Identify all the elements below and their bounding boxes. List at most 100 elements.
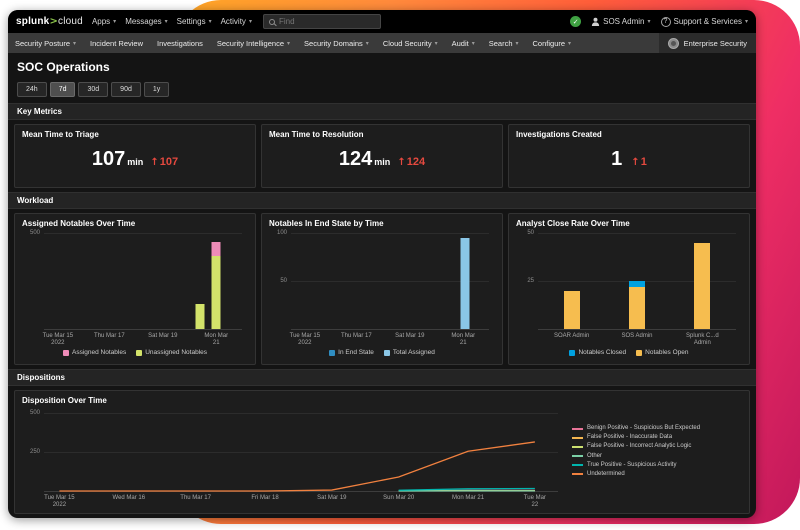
time-range-30d[interactable]: 30d [78,82,109,97]
x-axis-label: Sat Mar 19 [317,495,347,501]
nav-item-security-posture[interactable]: Security Posture ▾ [8,33,83,53]
user-menu[interactable]: SOS Admin ▾ [591,17,651,26]
legend-item-total-assigned: Total Assigned [383,349,435,356]
nav-item-security-domains[interactable]: Security Domains ▾ [297,33,376,53]
legend-item-other: Other [572,453,738,460]
x-axis-label: Thu Mar 17 [340,333,372,339]
health-status-icon[interactable]: ✓ [570,16,582,27]
topbar-menu-settings[interactable]: Settings ▾ [177,17,212,26]
panel-title: Notables In End State by Time [269,219,384,228]
up-arrow-icon: ↑ [397,157,406,168]
nav-item-incident-review[interactable]: Incident Review [83,33,150,53]
nav-item-label: Cloud Security [382,38,432,48]
splunk-dashboard-window: splunk>cloud Apps ▾ Messages ▾ Settings ▾ Acti… [8,10,756,518]
panel-title: Disposition Over Time [22,396,107,405]
time-range-90d[interactable]: 90d [111,82,141,97]
line-chart-area: 500 250 Tue Mar 15 2022 Wed Mar 16 Thu Mar … [22,405,564,508]
chevron-down-icon: ▾ [287,39,291,47]
gridline [44,452,558,454]
topbar-menu-activity[interactable]: Activity ▾ [221,17,252,26]
x-axis-label: SOS Admin [621,333,653,339]
nav-item-configure[interactable]: Configure ▾ [526,33,579,53]
bar-chart: 50 25 SOAR Admin SOS Admin Splunk C...d Adm… [516,228,742,359]
x-axis-label: Thu Mar 17 [93,333,125,339]
legend-label: False Positive - Inaccurate Data [587,434,673,441]
panel-title: Mean Time to Resolution [269,130,364,139]
chart-legend: Notables Closed Notables Open [516,346,742,359]
nav-item-audit[interactable]: Audit ▾ [445,33,482,53]
enterprise-security-label: Enterprise Security [683,38,747,48]
bar [629,233,645,329]
gridline [291,281,489,282]
legend-swatch [136,349,143,356]
support-menu[interactable]: ? Support & Services ▾ [660,16,748,27]
legend-swatch [63,349,69,356]
find-search[interactable] [262,14,381,29]
topbar-right: ✓ SOS Admin ▾ ? Support & Services ▾ [570,16,748,27]
up-arrow-icon: ↑ [150,157,159,168]
chevron-down-icon: ▾ [434,39,438,47]
nav-item-cloud-security[interactable]: Cloud Security ▾ [376,33,445,53]
enterprise-security-brand: Enterprise Security [658,33,756,53]
topbar-menu-messages[interactable]: Messages ▾ [125,17,167,26]
chart-legend: Assigned Notables Unassigned Notables [22,346,248,359]
splunk-cloud-logo[interactable]: splunk>cloud [16,16,83,27]
legend-label: Assigned Notables [72,349,127,356]
gridline [538,233,736,234]
legend-label: Unassigned Notables [145,349,207,356]
metric-delta: ↑ 107 [150,156,178,168]
chart-panel-notables-end-state: Notables In End State by Time 100 50 Tue … [261,213,503,365]
legend-item-true-positive-suspicious-activity: True Positive - Suspicious Activity [572,462,738,469]
x-axis-label: Splunk C...d Admin [685,333,719,346]
es-nav-items: Security Posture ▾ Incident Review Investig… [8,33,578,53]
legend-label: Undetermined [587,470,625,477]
nav-item-label: Audit [451,38,469,48]
chevron-down-icon: ▾ [365,39,369,47]
legend-label: False Positive - Incorrect Analytic Logi… [587,443,692,450]
time-range-24h[interactable]: 24h [17,82,47,97]
legend-item-notables-open: Notables Open [636,349,689,356]
legend-item-undetermined: Undetermined [572,471,738,478]
bar-chart: 100 50 Tue Mar 15 2022 Thu Mar 17 Sat Mar 1… [269,228,495,359]
es-navbar: Security Posture ▾ Incident Review Investig… [8,33,756,53]
bar [460,233,470,329]
legend-swatch [569,349,576,356]
y-axis-label: 100 [276,230,287,236]
x-axis-label: Sat Mar 19 [148,333,178,339]
time-range-7d[interactable]: 7d [49,82,76,97]
chart-x-axis: Tue Mar 15 2022 Wed Mar 16 Thu Mar 17 Fri M… [44,494,558,508]
section-workload: Workload [8,192,756,209]
legend-item-unassigned-notables: Unassigned Notables [136,349,207,356]
time-range-1y[interactable]: 1y [143,82,170,97]
y-axis-label: 500 [29,410,40,417]
page-head: SOC Operations 24h 7d 30d 90d 1y [8,53,756,103]
gridline [44,413,558,415]
x-axis-label: Tue Mar 15 2022 [44,495,75,508]
panel-title: Analyst Close Rate Over Time [516,219,630,228]
legend-swatch [329,349,336,356]
metric-panel-mean-time-to-resolution: Mean Time to Resolution 124 min ↑ 124 [261,124,503,188]
legend-swatch [572,455,583,458]
topbar-menu-apps[interactable]: Apps ▾ [92,17,116,26]
menu-label: Activity [220,17,246,26]
nav-item-security-intelligence[interactable]: Security Intelligence ▾ [210,33,297,53]
bar [563,233,580,329]
chart-panel-assigned-notables: Assigned Notables Over Time 500 Tue Mar … [14,213,256,365]
bar-segment-notables-open [694,242,711,329]
section-dispositions: Dispositions [8,369,756,386]
nav-item-search[interactable]: Search ▾ [482,33,526,53]
line-series-undetermined [59,442,534,491]
legend-label: True Positive - Suspicious Activity [587,461,677,468]
nav-item-label: Security Intelligence [216,38,284,48]
panel-title: Investigations Created [516,130,602,139]
nav-item-investigations[interactable]: Investigations [150,33,210,53]
metric-row: 124 min ↑ 124 [269,148,495,171]
y-axis-label: 25 [527,278,534,284]
y-axis-label: 500 [29,230,40,236]
chevron-down-icon: ▾ [113,18,117,25]
search-input[interactable] [278,17,375,26]
nav-item-label: Security Domains [304,38,363,48]
metric-unit: min [374,157,391,167]
chart-x-axis: Tue Mar 15 2022 Thu Mar 17 Sat Mar 19 Mon M… [290,332,489,346]
menu-label: Apps [91,17,111,26]
